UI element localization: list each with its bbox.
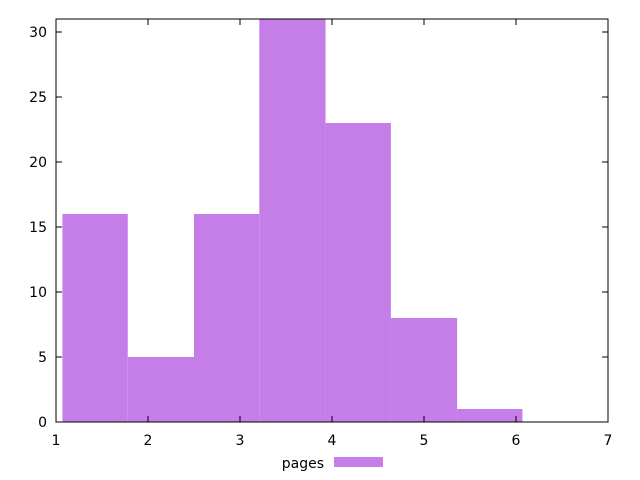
x-tick-label-5: 6 <box>512 433 521 449</box>
x-tick-label-1: 2 <box>144 433 153 449</box>
legend: pages <box>282 456 383 472</box>
y-tick-label-1: 5 <box>38 350 47 366</box>
y-tick-label-3: 15 <box>29 220 47 236</box>
x-tick-label-4: 5 <box>420 433 429 449</box>
histogram-bars <box>62 19 523 422</box>
y-tick-label-6: 30 <box>29 25 47 41</box>
bar-4 <box>325 123 391 422</box>
x-tick-label-2: 3 <box>236 433 245 449</box>
legend-swatch-pages <box>334 457 383 467</box>
bar-5 <box>390 318 458 422</box>
x-axis: 1 2 3 4 5 6 7 <box>52 19 613 449</box>
y-tick-label-4: 20 <box>29 155 47 171</box>
y-tick-label-2: 10 <box>29 285 47 301</box>
y-tick-label-0: 0 <box>38 415 47 431</box>
y-tick-label-5: 25 <box>29 90 47 106</box>
y-axis: 0 5 10 15 20 25 30 <box>29 25 608 431</box>
bar-0 <box>62 214 128 422</box>
legend-label-pages: pages <box>282 456 324 472</box>
x-tick-label-0: 1 <box>52 433 61 449</box>
bar-3 <box>259 19 326 422</box>
bar-1 <box>127 357 194 422</box>
bar-2 <box>194 214 260 422</box>
x-tick-label-6: 7 <box>604 433 613 449</box>
x-tick-label-3: 4 <box>328 433 337 449</box>
bar-6 <box>457 409 523 422</box>
